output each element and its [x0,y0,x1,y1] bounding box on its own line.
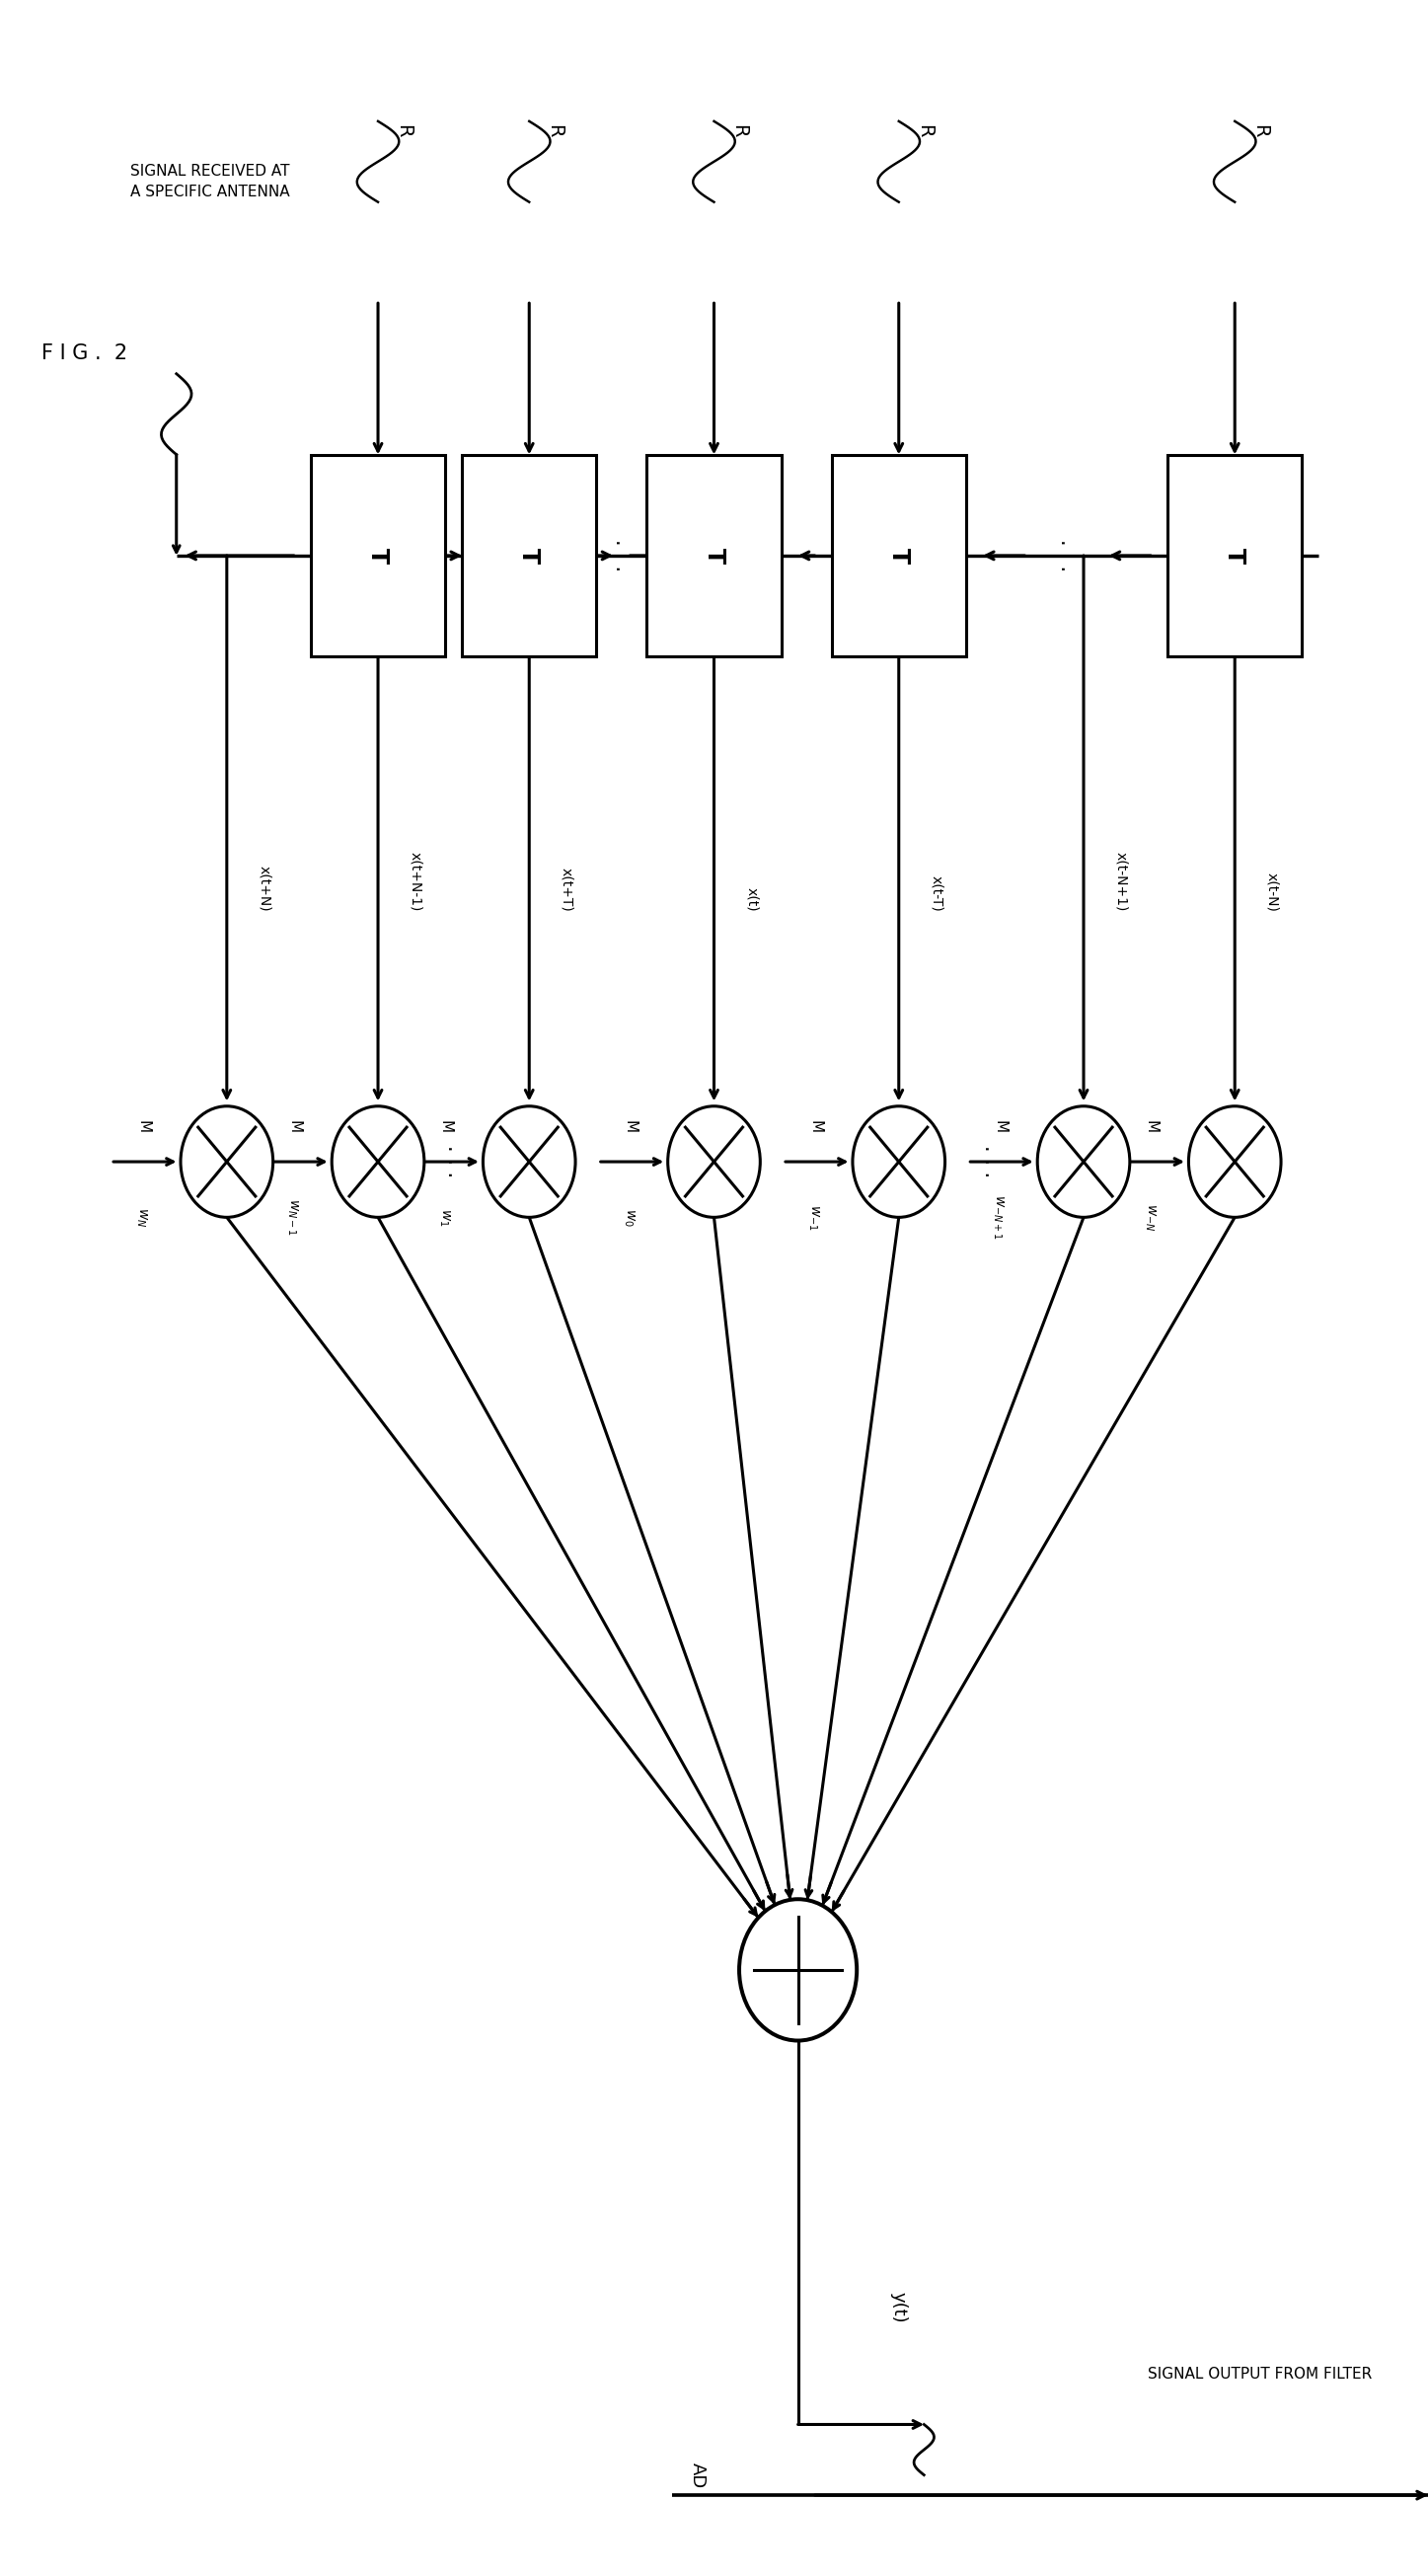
Text: R: R [545,124,564,139]
Text: M: M [807,1121,823,1133]
Bar [1168,453,1302,657]
Text: $w_{-1}$: $w_{-1}$ [807,1203,821,1231]
Circle shape [668,1105,760,1218]
Text: x(t-N+1): x(t-N+1) [1114,853,1128,912]
Circle shape [740,1899,857,2040]
Bar [647,453,781,657]
Text: . . .: . . . [1057,538,1077,572]
Text: x(t-T): x(t-T) [930,876,944,912]
Text: x(t+N): x(t+N) [257,866,271,912]
Text: SIGNAL RECEIVED AT
A SPECIFIC ANTENNA: SIGNAL RECEIVED AT A SPECIFIC ANTENNA [130,165,290,198]
Text: F I G .  2: F I G . 2 [41,343,127,363]
Text: M: M [1144,1121,1158,1133]
Text: T: T [366,549,390,564]
Text: AD: AD [688,2463,705,2488]
Text: T: T [517,549,541,564]
Bar [831,453,965,657]
Circle shape [1188,1105,1281,1218]
Text: M: M [623,1121,637,1133]
Text: T: T [703,549,725,564]
Circle shape [483,1105,575,1218]
Text: y(t): y(t) [890,2293,908,2324]
Text: . . .: . . . [981,1146,1001,1177]
Text: . . .: . . . [611,538,631,572]
Text: R: R [394,124,413,139]
Text: M: M [992,1121,1007,1133]
Text: x(t+T): x(t+T) [560,868,574,912]
Text: SIGNAL OUTPUT FROM FILTER: SIGNAL OUTPUT FROM FILTER [1148,2367,1372,2380]
Text: T: T [1222,549,1247,564]
Text: $w_1$: $w_1$ [437,1208,451,1226]
Text: $w_{-N+1}$: $w_{-N+1}$ [991,1195,1005,1239]
Text: x(t+N-1): x(t+N-1) [408,853,423,912]
Circle shape [1037,1105,1130,1218]
Text: $w_0$: $w_0$ [621,1208,635,1226]
Text: x(t-N): x(t-N) [1265,873,1279,912]
Text: $w_{-N}$: $w_{-N}$ [1142,1203,1157,1231]
Text: R: R [914,124,934,139]
Circle shape [331,1105,424,1218]
Text: $w_N$: $w_N$ [134,1208,149,1226]
Circle shape [853,1105,945,1218]
Bar [463,453,597,657]
Text: R: R [1251,124,1269,139]
Circle shape [180,1105,273,1218]
Text: M: M [287,1121,301,1133]
Text: M: M [136,1121,150,1133]
Text: R: R [730,124,748,139]
Text: $w_{N-1}$: $w_{N-1}$ [286,1198,300,1236]
Text: x(t): x(t) [745,886,758,912]
Text: T: T [887,549,911,564]
Text: M: M [438,1121,453,1133]
Text: . . .: . . . [444,1146,464,1177]
Bar [311,453,446,657]
